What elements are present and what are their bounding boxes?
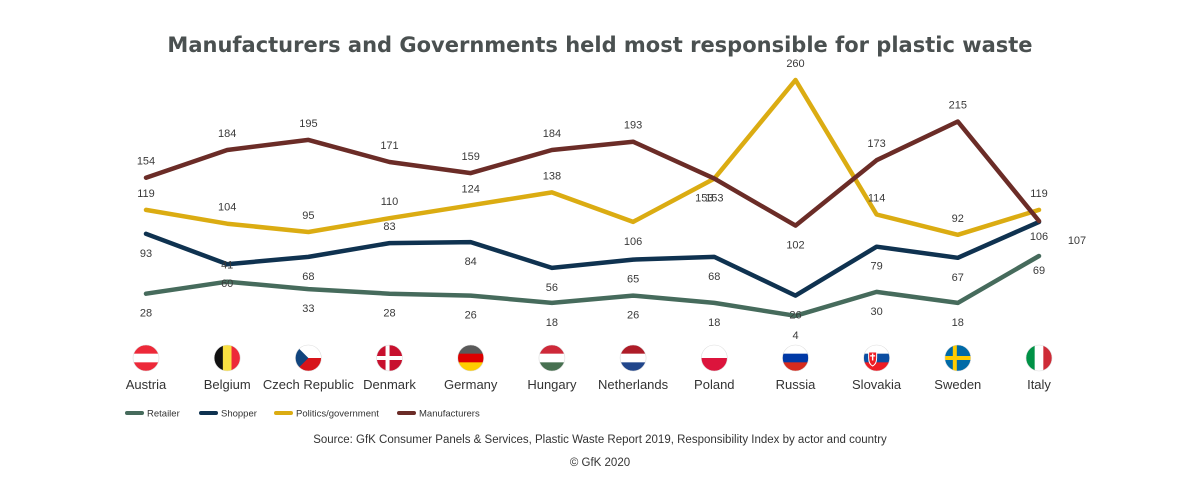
- data-label-politics-government: 153: [695, 193, 713, 205]
- country-labels-layer: Austria Belgium Czech Republic Denmark Germa…: [126, 377, 1052, 392]
- data-label-manufacturers: 184: [218, 128, 236, 140]
- series-line-retailer: [143, 253, 1042, 319]
- copyright-note: © GfK 2020: [570, 457, 630, 469]
- data-label-shopper: 26: [789, 310, 801, 322]
- denmark-flag-icon: [376, 345, 403, 371]
- legend-label: Retailer: [147, 409, 180, 420]
- legend-item-shopper: Shopper: [199, 409, 257, 420]
- data-label-politics-government: 114: [868, 193, 886, 205]
- data-label-politics-government: 110: [381, 196, 399, 208]
- data-label-politics-government: 124: [462, 183, 480, 195]
- country-label-belgium: Belgium: [204, 377, 251, 392]
- chart-title: Manufacturers and Governments held most …: [167, 33, 1032, 57]
- data-label-politics-government: 104: [218, 202, 236, 214]
- data-label-politics-government: 92: [952, 213, 964, 225]
- hungary-flag-icon: [538, 345, 565, 371]
- series-line-manufacturers: [143, 119, 1042, 228]
- data-label-shopper: 65: [627, 274, 639, 286]
- data-label-retailer: 33: [302, 303, 314, 315]
- data-label-manufacturers: 193: [624, 120, 642, 132]
- country-label-germany: Germany: [444, 377, 498, 392]
- legend-label: Politics/government: [296, 409, 379, 420]
- italy-flag-icon: [1026, 345, 1052, 371]
- series-line-politics-government: [143, 77, 1042, 238]
- data-label-retailer: 28: [140, 308, 152, 320]
- country-label-netherlands: Netherlands: [598, 377, 669, 392]
- data-label-shopper: 93: [140, 248, 152, 260]
- data-label-manufacturers: 153: [705, 193, 723, 205]
- country-label-hungary: Hungary: [527, 377, 577, 392]
- data-label-shopper: 106: [1030, 231, 1048, 243]
- data-label-retailer: 4: [792, 330, 798, 342]
- data-label-manufacturers: 107: [1068, 235, 1086, 247]
- country-label-poland: Poland: [694, 377, 734, 392]
- netherlands-flag-icon: [620, 345, 647, 371]
- data-label-politics-government: 95: [302, 210, 314, 222]
- data-label-manufacturers: 159: [462, 151, 480, 163]
- data-label-shopper: 68: [302, 271, 314, 283]
- country-label-czech-republic: Czech Republic: [263, 377, 355, 392]
- data-label-retailer: 41: [221, 260, 233, 272]
- legend-label: Manufacturers: [419, 409, 480, 420]
- country-label-russia: Russia: [776, 377, 817, 392]
- data-label-manufacturers: 184: [543, 128, 561, 140]
- data-label-retailer: 18: [708, 317, 720, 329]
- austria-flag-icon: [133, 345, 159, 371]
- data-label-shopper: 79: [870, 261, 882, 273]
- data-label-manufacturers: 171: [380, 140, 398, 152]
- data-label-manufacturers: 154: [137, 156, 155, 168]
- country-label-austria: Austria: [126, 377, 167, 392]
- data-label-shopper: 56: [546, 282, 558, 294]
- data-label-politics-government: 119: [137, 188, 155, 200]
- country-label-sweden: Sweden: [934, 377, 981, 392]
- data-label-politics-government: 138: [543, 170, 561, 182]
- data-label-manufacturers: 173: [867, 138, 885, 150]
- data-label-shopper: 84: [465, 256, 477, 268]
- legend: Retailer Shopper Politics/government Manufa…: [125, 409, 480, 420]
- data-label-manufacturers: 195: [299, 118, 317, 130]
- poland-flag-icon: [701, 345, 728, 371]
- data-label-shopper: 83: [383, 221, 395, 233]
- germany-flag-icon: [457, 345, 484, 371]
- legend-item-politics-government: Politics/government: [274, 409, 379, 420]
- series-layer: [143, 77, 1042, 319]
- data-label-retailer: 69: [1033, 265, 1045, 277]
- sweden-flag-icon: [944, 345, 971, 371]
- data-label-retailer: 26: [627, 310, 639, 322]
- data-label-politics-government: 119: [1030, 188, 1048, 200]
- data-label-shopper: 67: [952, 272, 964, 284]
- data-label-retailer: 18: [952, 317, 964, 329]
- legend-item-manufacturers: Manufacturers: [397, 409, 480, 420]
- flags-layer: [132, 344, 1053, 372]
- country-label-denmark: Denmark: [363, 377, 416, 392]
- slovakia-flag-icon: [863, 345, 890, 371]
- data-label-retailer: 18: [546, 317, 558, 329]
- data-label-retailer: 28: [383, 308, 395, 320]
- data-label-manufacturers: 215: [949, 100, 967, 112]
- belgium-flag-icon: [214, 345, 241, 371]
- data-label-shopper: 60: [221, 278, 233, 290]
- data-label-manufacturers: 102: [786, 240, 804, 252]
- source-note: Source: GfK Consumer Panels & Services, …: [313, 434, 887, 446]
- country-label-slovakia: Slovakia: [852, 377, 902, 392]
- country-label-italy: Italy: [1027, 377, 1051, 392]
- czech-republic-flag-icon: [295, 345, 322, 371]
- series-line-shopper: [143, 219, 1042, 298]
- legend-item-retailer: Retailer: [125, 409, 180, 420]
- data-label-retailer: 26: [465, 310, 477, 322]
- legend-label: Shopper: [221, 409, 257, 420]
- data-label-shopper: 68: [708, 271, 720, 283]
- data-label-politics-government: 106: [624, 236, 642, 248]
- data-label-retailer: 30: [870, 306, 882, 318]
- data-label-politics-government: 260: [786, 58, 804, 70]
- russia-flag-icon: [782, 345, 809, 371]
